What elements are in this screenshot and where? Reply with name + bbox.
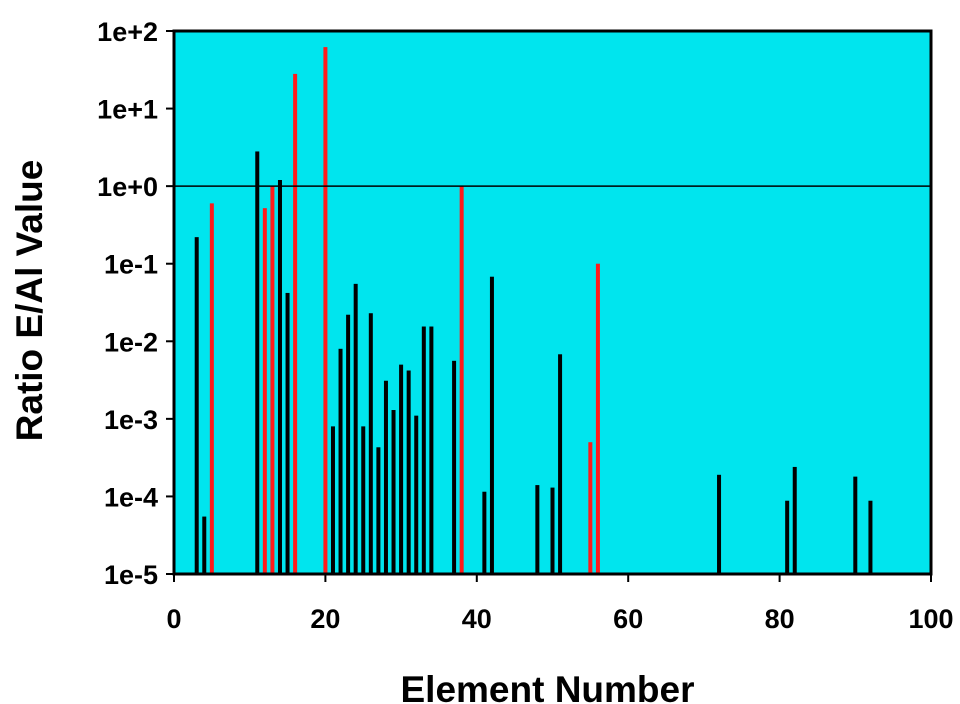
bar-element-16 [293, 73, 298, 575]
bar-element-81 [785, 500, 790, 574]
bar-element-33 [421, 326, 426, 574]
y-axis: 1e-5 1e-4 1e-3 1e-2 1e-1 1e+0 1e+1 1e+2 [97, 17, 174, 590]
x-tick-label: 80 [765, 604, 795, 634]
y-tick-label: 1e-5 [104, 560, 158, 590]
y-tick-label: 1e+1 [97, 95, 158, 125]
bar-element-13 [270, 186, 275, 574]
x-tick-label: 60 [613, 604, 643, 634]
bar-element-28 [383, 380, 388, 574]
bar-element-25 [361, 426, 366, 574]
x-tick-label: 40 [462, 604, 492, 634]
bar-element-20 [323, 47, 328, 574]
bar-element-48 [535, 485, 540, 574]
bar-element-12 [262, 208, 267, 574]
bar-element-14 [277, 180, 282, 574]
bar-element-23 [346, 314, 351, 574]
bar-element-29 [391, 410, 396, 574]
x-tick-label: 100 [908, 604, 953, 634]
bar-element-72 [717, 474, 722, 574]
bar-element-82 [792, 466, 797, 574]
bar-element-32 [414, 415, 419, 574]
bar-element-22 [338, 348, 343, 574]
bars-group [194, 47, 873, 575]
x-tick-label: 20 [310, 604, 340, 634]
y-tick-label: 1e+0 [97, 172, 158, 202]
bar-element-5 [209, 203, 214, 574]
bar-element-50 [550, 487, 555, 574]
bar-element-3 [194, 237, 199, 574]
x-tick-label: 0 [166, 604, 181, 634]
bar-element-51 [558, 354, 563, 574]
bar-element-34 [429, 326, 434, 574]
y-tick-label: 1e+2 [97, 17, 158, 47]
bar-element-24 [353, 283, 358, 574]
y-axis-title: Ratio E/Al Value [9, 160, 50, 442]
bar-element-11 [255, 151, 260, 574]
bar-element-92 [868, 500, 873, 574]
bar-element-56 [595, 263, 600, 574]
bar-element-21 [330, 426, 335, 574]
bar-element-4 [202, 516, 207, 574]
bar-element-42 [489, 276, 494, 574]
y-tick-label: 1e-2 [104, 327, 158, 357]
bar-element-41 [482, 491, 487, 574]
x-axis-title: Element Number [400, 669, 694, 704]
bar-element-55 [588, 442, 593, 574]
plot-frame [172, 29, 933, 576]
bar-element-37 [452, 360, 457, 574]
y-tick-label: 1e-1 [104, 250, 158, 280]
bar-element-31 [406, 370, 411, 574]
x-axis: 0 20 40 60 80 100 [166, 574, 954, 634]
y-tick-label: 1e-3 [104, 405, 158, 435]
bar-element-27 [376, 447, 381, 574]
bar-element-38 [459, 186, 464, 574]
y-tick-label: 1e-4 [104, 482, 158, 512]
plot-area [174, 31, 931, 574]
bar-element-30 [399, 364, 404, 574]
bar-element-90 [853, 476, 858, 574]
bar-element-26 [368, 313, 373, 574]
bar-element-15 [285, 292, 290, 574]
